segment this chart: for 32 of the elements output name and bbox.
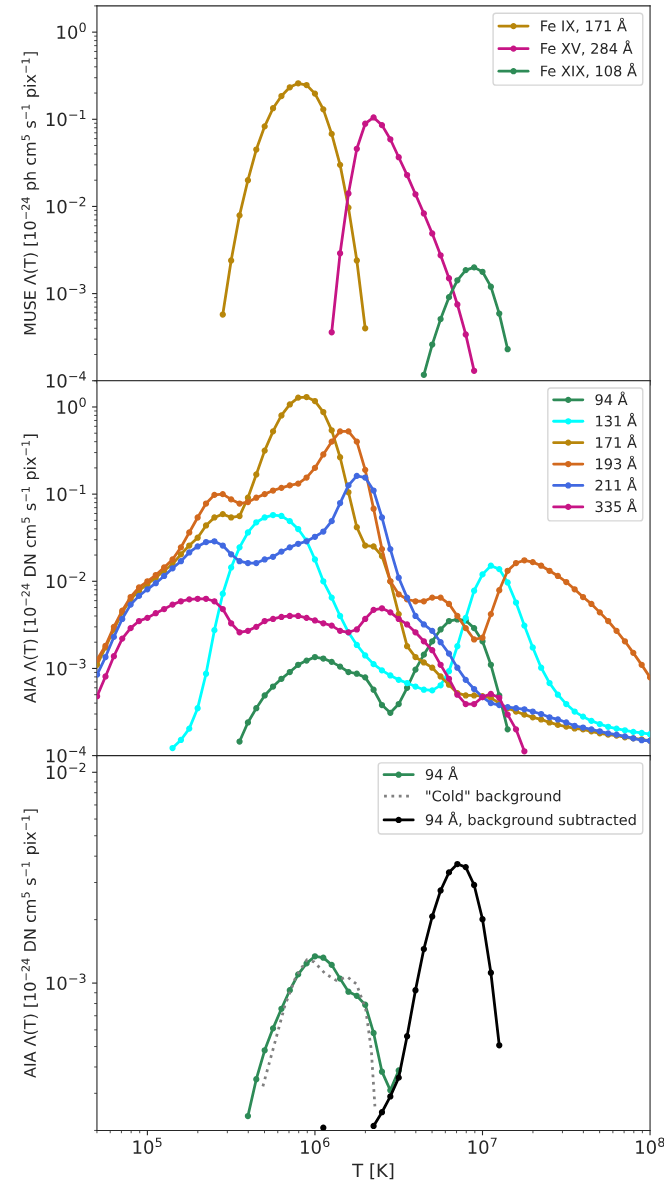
legend-label: 94 Å [595, 391, 628, 406]
y-tick-label: 10$^{−3}$ [46, 658, 86, 676]
y-tick-label: 10$^{−1}$ [46, 484, 86, 502]
y-tick-label: 10$^{−2}$ [46, 762, 86, 780]
legend-label: 211 Å [595, 477, 637, 491]
text: AIA Λ(T) [10$^{−24}$ DN cm$^{5}$ s$^{−1}$ pix$^{−1}$] [21, 809, 40, 1078]
legend-label: Fe XIX, 108 Å [541, 62, 637, 78]
y-tick-label: 10$^{−2}$ [46, 571, 86, 589]
y-tick-label: 10$^{−4}$ [46, 746, 86, 763]
y-tick-label: 10$^{−1}$ [46, 109, 86, 127]
x-tick-label: 10$^{8}$ [636, 1137, 664, 1154]
y-tick-label: 10$^{0}$ [57, 22, 86, 40]
text: MUSE Λ(T) [10$^{−24}$ ph cm$^{5}$ s$^{−1}$ pix$^{−1}$] [21, 52, 40, 335]
legend-label: Fe XV, 284 Å [541, 40, 633, 56]
legend-label: 94 Å, background subtracted [425, 811, 636, 829]
x-axis-title: T [K] [352, 1163, 394, 1180]
legend-label: 131 Å [596, 412, 637, 427]
text: AIA Λ(T) [10$^{−24}$ DN cm$^{5}$ s$^{−1}$ pix$^{−1}$] [21, 434, 40, 704]
legend-label: 171 Å [596, 434, 637, 448]
legend-label: "Cold" background [426, 790, 561, 805]
y-tick-label: 10$^{−3}$ [46, 284, 86, 301]
legend-label: 335 Å [595, 498, 637, 513]
y-tick-label: 10$^{−2}$ [46, 196, 86, 214]
x-tick-label: 10$^{7}$ [468, 1137, 497, 1155]
y-tick-label: 10$^{−4}$ [46, 371, 86, 388]
legend-label: 94 Å [425, 766, 458, 781]
y-tick-label: 10$^{−3}$ [46, 973, 86, 991]
legend-label: 193 Å [596, 455, 637, 470]
y-tick-label: 10$^{0}$ [57, 397, 86, 414]
legend-label: Fe IX, 171 Å [541, 17, 627, 33]
x-tick-label: 10$^{6}$ [301, 1137, 330, 1154]
x-tick-label: 10$^{5}$ [133, 1137, 162, 1155]
